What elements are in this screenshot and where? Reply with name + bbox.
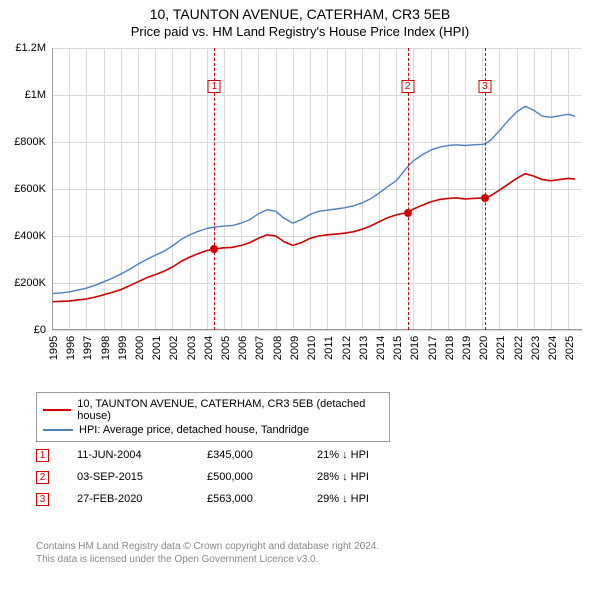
- event-date: 27-FEB-2020: [77, 493, 207, 505]
- event-index-box: 3: [36, 493, 49, 506]
- events-table: 1 11-JUN-2004£345,00021% ↓ HPI 2 03-SEP-201…: [36, 444, 427, 510]
- event-dot: [210, 245, 218, 253]
- x-axis-tick-label: 2021: [499, 324, 511, 348]
- event-date: 03-SEP-2015: [77, 471, 207, 483]
- reference-marker: 1: [208, 80, 221, 93]
- legend-swatch: [43, 409, 71, 411]
- y-axis-tick-label: £800K: [14, 136, 46, 148]
- event-index-box: 1: [36, 449, 49, 462]
- x-axis-tick-label: 2018: [448, 324, 460, 348]
- footnote-line-1: Contains HM Land Registry data © Crown c…: [36, 540, 379, 553]
- x-axis-tick-label: 2015: [396, 324, 408, 348]
- x-axis-tick-label: 2000: [138, 324, 150, 348]
- footnote: Contains HM Land Registry data © Crown c…: [36, 540, 379, 566]
- y-axis-tick-label: £400K: [14, 230, 46, 242]
- legend-swatch: [43, 429, 73, 431]
- event-price: £563,000: [207, 493, 317, 505]
- x-axis-tick-label: 2023: [534, 324, 546, 348]
- x-axis-tick-label: 1997: [86, 324, 98, 348]
- x-axis-tick-label: 2004: [207, 324, 219, 348]
- x-axis-tick-label: 2010: [310, 324, 322, 348]
- event-row: 3 27-FEB-2020£563,00029% ↓ HPI: [36, 488, 427, 510]
- x-axis-tick-label: 2011: [327, 324, 339, 348]
- title-line-1: 10, TAUNTON AVENUE, CATERHAM, CR3 5EB: [0, 0, 600, 22]
- event-diff: 29% ↓ HPI: [317, 493, 427, 505]
- x-axis-tick-label: 2014: [379, 324, 391, 348]
- chart-lines-svg: [52, 48, 582, 330]
- event-row: 1 11-JUN-2004£345,00021% ↓ HPI: [36, 444, 427, 466]
- event-dot: [481, 194, 489, 202]
- legend-item: 10, TAUNTON AVENUE, CATERHAM, CR3 5EB (d…: [43, 397, 383, 423]
- y-axis-tick-label: £1M: [25, 89, 46, 101]
- x-axis-tick-label: 2025: [568, 324, 580, 348]
- legend-label: 10, TAUNTON AVENUE, CATERHAM, CR3 5EB (d…: [77, 398, 383, 422]
- x-axis-tick-label: 2013: [362, 324, 374, 348]
- series-line-price_paid: [52, 174, 575, 302]
- x-axis-tick-label: 1995: [52, 324, 64, 348]
- reference-marker: 3: [478, 80, 491, 93]
- x-axis-tick-label: 1998: [104, 324, 116, 348]
- footnote-line-2: This data is licensed under the Open Gov…: [36, 553, 379, 566]
- event-date: 11-JUN-2004: [77, 449, 207, 461]
- event-dot: [404, 209, 412, 217]
- x-axis-tick-label: 2007: [258, 324, 270, 348]
- axis-line: [52, 48, 53, 330]
- event-row: 2 03-SEP-2015£500,00028% ↓ HPI: [36, 466, 427, 488]
- event-price: £345,000: [207, 449, 317, 461]
- x-axis-tick-label: 2001: [155, 324, 167, 348]
- event-diff: 28% ↓ HPI: [317, 471, 427, 483]
- x-axis-tick-label: 1999: [121, 324, 133, 348]
- y-axis-tick-label: £200K: [14, 277, 46, 289]
- x-axis-tick-label: 2009: [293, 324, 305, 348]
- series-line-hpi: [52, 106, 575, 293]
- legend-label: HPI: Average price, detached house, Tand…: [79, 424, 309, 436]
- chart-plot-area: £0£200K£400K£600K£800K£1M£1.2M1995199619…: [52, 48, 582, 330]
- y-axis-tick-label: £0: [34, 324, 46, 336]
- x-axis-tick-label: 2012: [345, 324, 357, 348]
- x-axis-tick-label: 2005: [224, 324, 236, 348]
- x-axis-tick-label: 1996: [69, 324, 81, 348]
- x-axis-tick-label: 2008: [276, 324, 288, 348]
- x-axis-tick-label: 2024: [551, 324, 563, 348]
- legend-item: HPI: Average price, detached house, Tand…: [43, 423, 383, 437]
- title-line-2: Price paid vs. HM Land Registry's House …: [0, 22, 600, 43]
- figure: 10, TAUNTON AVENUE, CATERHAM, CR3 5EB Pr…: [0, 0, 600, 590]
- x-axis-tick-label: 2006: [241, 324, 253, 348]
- event-diff: 21% ↓ HPI: [317, 449, 427, 461]
- x-axis-tick-label: 2019: [465, 324, 477, 348]
- axis-line: [52, 329, 582, 330]
- x-axis-tick-label: 2022: [517, 324, 529, 348]
- legend: 10, TAUNTON AVENUE, CATERHAM, CR3 5EB (d…: [36, 392, 390, 442]
- y-axis-tick-label: £600K: [14, 183, 46, 195]
- x-axis-tick-label: 2003: [190, 324, 202, 348]
- event-price: £500,000: [207, 471, 317, 483]
- reference-marker: 2: [401, 80, 414, 93]
- y-axis-tick-label: £1.2M: [15, 42, 46, 54]
- x-axis-tick-label: 2016: [413, 324, 425, 348]
- x-axis-tick-label: 2017: [431, 324, 443, 348]
- titles: 10, TAUNTON AVENUE, CATERHAM, CR3 5EB Pr…: [0, 0, 600, 43]
- event-index-box: 2: [36, 471, 49, 484]
- x-axis-tick-label: 2002: [172, 324, 184, 348]
